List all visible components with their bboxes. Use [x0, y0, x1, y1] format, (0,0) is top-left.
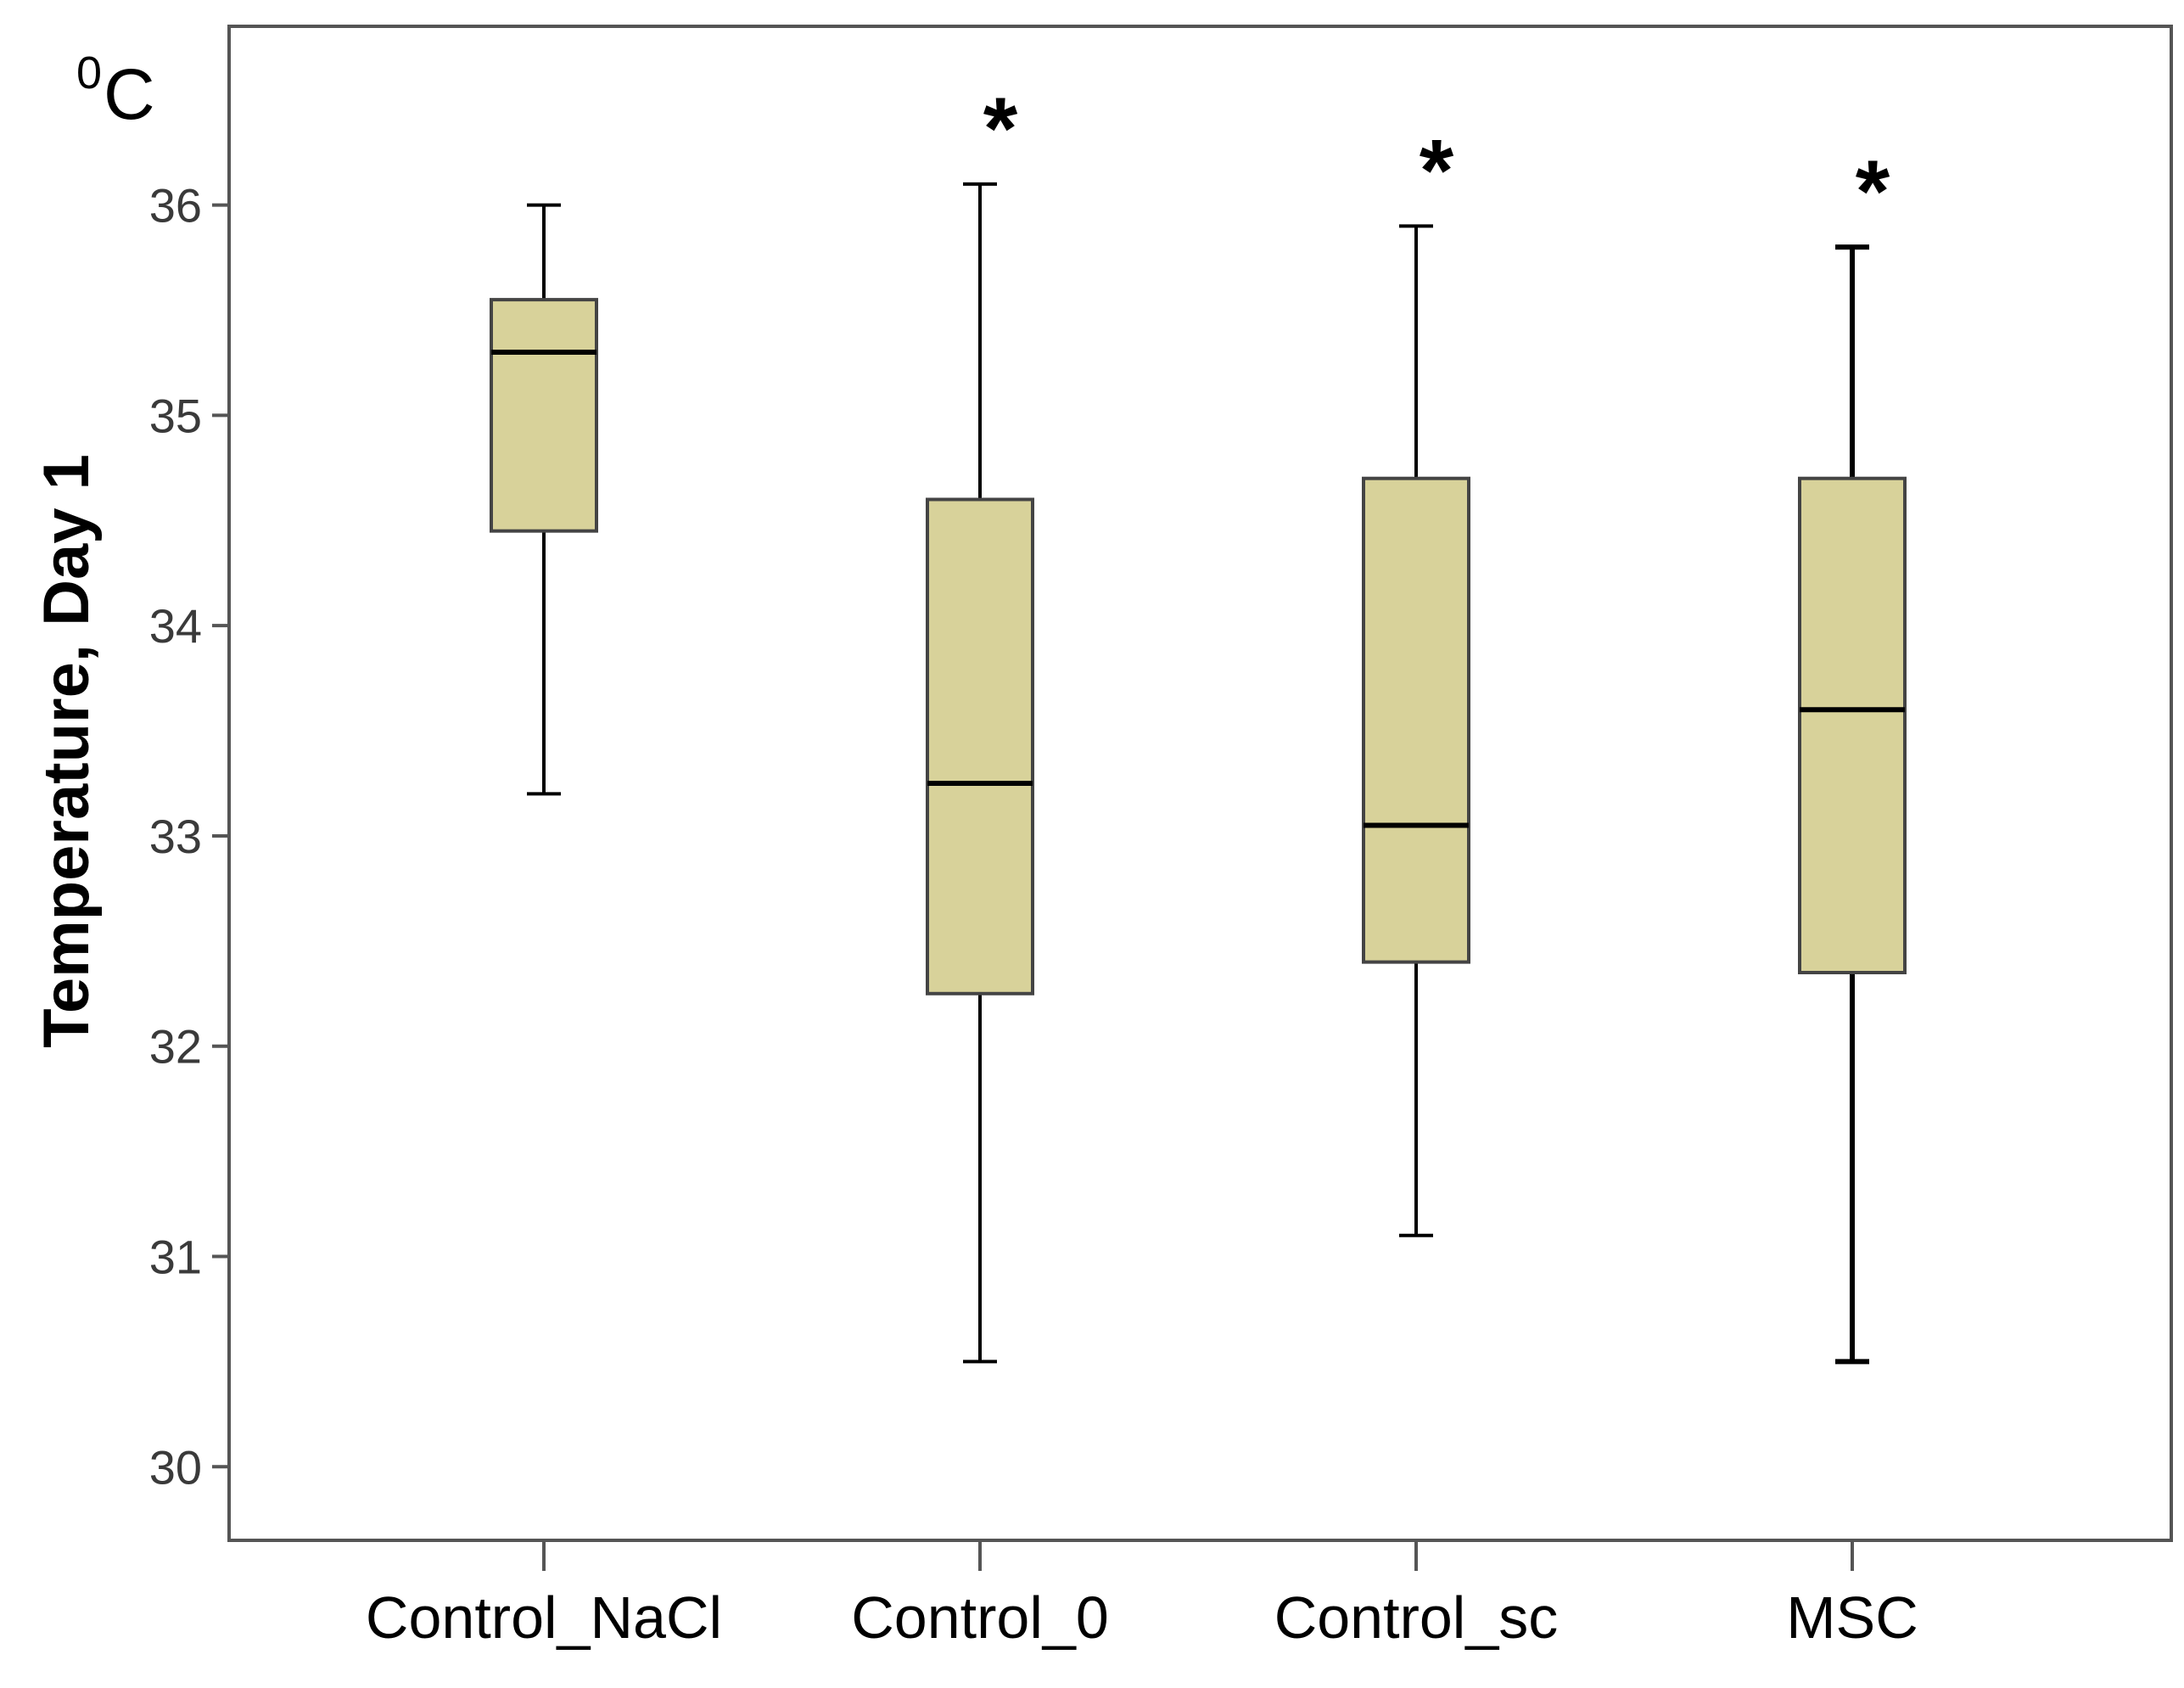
- box-msc: [1798, 244, 1907, 1365]
- iqr-box: [926, 497, 1034, 995]
- box-control-sc: [1362, 224, 1470, 1237]
- y-tick-label: 33: [149, 810, 202, 863]
- significance-star: *: [1420, 121, 1454, 220]
- y-tick-label: 35: [149, 389, 202, 442]
- x-axis-ticks: [542, 1540, 1854, 1571]
- box-series: [490, 182, 1907, 1365]
- iqr-box: [1798, 476, 1907, 974]
- box-control-nacl: [490, 203, 598, 796]
- unit-superscript: 0: [76, 48, 102, 98]
- y-tick-label: 32: [149, 1020, 202, 1074]
- iqr-box: [1362, 476, 1470, 964]
- x-category-label: Control_0: [851, 1584, 1109, 1651]
- y-tick-label: 30: [149, 1440, 202, 1494]
- y-tick-label: 31: [149, 1231, 202, 1284]
- y-axis-label: Temperature, Day 1: [31, 454, 103, 1048]
- y-axis-ticks: 30 31 32 33 34 35 36: [149, 179, 229, 1494]
- y-tick-label: 36: [149, 179, 202, 233]
- significance-star: *: [983, 80, 1018, 178]
- x-category-label: Control_NaCl: [366, 1584, 722, 1651]
- x-category-label: MSC: [1786, 1584, 1918, 1651]
- x-category-label: Control_sc: [1274, 1584, 1559, 1651]
- significance-markers: * * *: [983, 80, 1890, 241]
- category-labels: Control_NaCl Control_0 Control_sc MSC: [366, 1584, 1918, 1651]
- box-control-0: [926, 182, 1034, 1364]
- unit-label: C: [104, 54, 155, 134]
- y-tick-label: 34: [149, 599, 202, 653]
- iqr-box: [490, 298, 598, 533]
- significance-star: *: [1856, 143, 1890, 241]
